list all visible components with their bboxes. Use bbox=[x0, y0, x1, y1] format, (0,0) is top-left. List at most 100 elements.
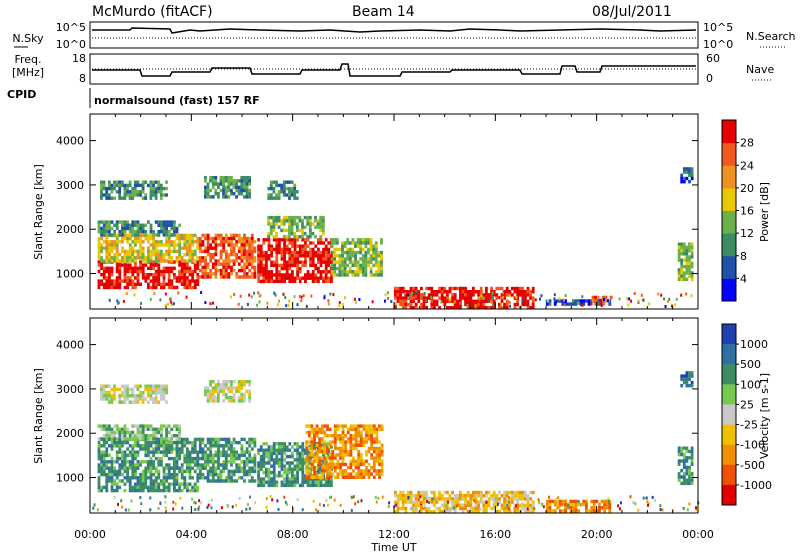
power-cell bbox=[690, 170, 694, 174]
power-cell bbox=[159, 186, 163, 191]
power-cell bbox=[115, 190, 119, 194]
power-cell bbox=[224, 256, 228, 260]
power-cell bbox=[110, 256, 114, 260]
power-cell bbox=[180, 263, 184, 267]
velocity-colorbar-tick-label: 1000 bbox=[740, 338, 768, 351]
power-cell bbox=[459, 293, 462, 297]
power-cell bbox=[682, 167, 686, 171]
velocity-cell bbox=[139, 437, 142, 441]
velocity-cell bbox=[333, 424, 337, 428]
power-cell bbox=[162, 226, 166, 231]
power-cell bbox=[572, 299, 575, 303]
velocity-cell bbox=[134, 472, 137, 477]
velocity-cell bbox=[401, 506, 405, 511]
velocity-cell bbox=[326, 446, 329, 451]
power-cell bbox=[604, 295, 608, 300]
power-cell bbox=[356, 263, 360, 268]
velocity-cell bbox=[685, 478, 689, 482]
power-cell bbox=[105, 240, 109, 244]
power-cell bbox=[288, 276, 292, 280]
power-cell bbox=[204, 301, 207, 305]
velocity-cell bbox=[378, 459, 381, 463]
power-cell bbox=[380, 241, 383, 245]
velocity-cell bbox=[357, 475, 361, 479]
power-cell bbox=[464, 293, 467, 297]
velocity-cell bbox=[378, 462, 381, 467]
power-cell bbox=[240, 259, 244, 263]
velocity-cell bbox=[608, 509, 612, 513]
velocity-cell bbox=[154, 427, 158, 431]
velocity-cell bbox=[339, 437, 342, 441]
power-cell bbox=[270, 254, 273, 258]
power-cell bbox=[296, 244, 299, 248]
velocity-cell bbox=[296, 442, 299, 446]
velocity-cell bbox=[186, 482, 189, 486]
velocity-cell bbox=[159, 502, 162, 506]
power-cell bbox=[162, 193, 166, 197]
power-cell bbox=[126, 269, 129, 274]
noise-tick-bottom-right: 10^0 bbox=[703, 38, 733, 51]
velocity-cell bbox=[365, 427, 368, 431]
velocity-cell bbox=[211, 476, 215, 480]
velocity-cell bbox=[230, 389, 233, 393]
power-cell bbox=[459, 306, 462, 310]
power-cell bbox=[115, 269, 119, 274]
power-cell bbox=[113, 186, 116, 191]
power-cell bbox=[516, 296, 519, 300]
velocity-cell bbox=[451, 503, 454, 507]
velocity-cell bbox=[105, 479, 109, 483]
power-cell bbox=[516, 299, 519, 303]
power-cell bbox=[267, 257, 271, 261]
velocity-cell bbox=[590, 509, 593, 513]
power-cell bbox=[479, 286, 483, 291]
velocity-cell bbox=[120, 394, 124, 398]
velocity-cell bbox=[100, 466, 103, 470]
power-cell bbox=[688, 274, 691, 278]
velocity-cell bbox=[97, 463, 101, 467]
velocity-cell bbox=[118, 434, 122, 438]
power-cell bbox=[165, 220, 168, 224]
power-cell bbox=[209, 243, 213, 247]
velocity-cell bbox=[492, 503, 496, 507]
velocity-cell bbox=[149, 466, 153, 470]
velocity-cell bbox=[165, 390, 168, 395]
power-cell bbox=[290, 180, 294, 184]
power-cell bbox=[193, 285, 197, 290]
velocity-cell bbox=[180, 466, 184, 470]
velocity-cell bbox=[115, 482, 119, 486]
power-cell bbox=[108, 226, 111, 231]
velocity-cell bbox=[394, 494, 397, 498]
power-cell bbox=[118, 285, 122, 290]
velocity-cell bbox=[193, 469, 197, 474]
velocity-cell bbox=[162, 488, 166, 493]
time-tick-label: 12:00 bbox=[378, 528, 410, 541]
velocity-cell bbox=[359, 430, 363, 435]
velocity-cell bbox=[128, 387, 132, 392]
velocity-cell bbox=[474, 503, 478, 507]
power-cell bbox=[474, 306, 478, 310]
power-cell bbox=[118, 266, 122, 270]
velocity-scatter-region bbox=[305, 424, 384, 479]
power-cell bbox=[154, 180, 158, 184]
power-cell bbox=[178, 233, 181, 238]
velocity-cell bbox=[230, 399, 233, 403]
velocity-cell bbox=[180, 444, 184, 448]
power-cell bbox=[283, 279, 286, 284]
velocity-cell bbox=[685, 459, 689, 463]
velocity-cell bbox=[380, 459, 384, 463]
velocity-cell bbox=[175, 463, 179, 467]
velocity-cell bbox=[328, 469, 332, 473]
velocity-cell bbox=[339, 440, 342, 444]
power-cell bbox=[300, 299, 303, 303]
power-cell bbox=[257, 273, 260, 277]
time-axis-labels: 00:00 04:00 08:00 12:00 16:00 20:00 00:00 bbox=[74, 528, 714, 541]
power-cell bbox=[154, 282, 158, 286]
velocity-cell bbox=[451, 497, 454, 501]
power-cell bbox=[214, 192, 218, 196]
power-cell bbox=[414, 306, 418, 310]
power-cell bbox=[327, 241, 331, 245]
power-cell bbox=[115, 233, 119, 238]
velocity-cell bbox=[198, 456, 202, 461]
freq-line bbox=[92, 63, 696, 77]
power-cell bbox=[492, 293, 496, 297]
